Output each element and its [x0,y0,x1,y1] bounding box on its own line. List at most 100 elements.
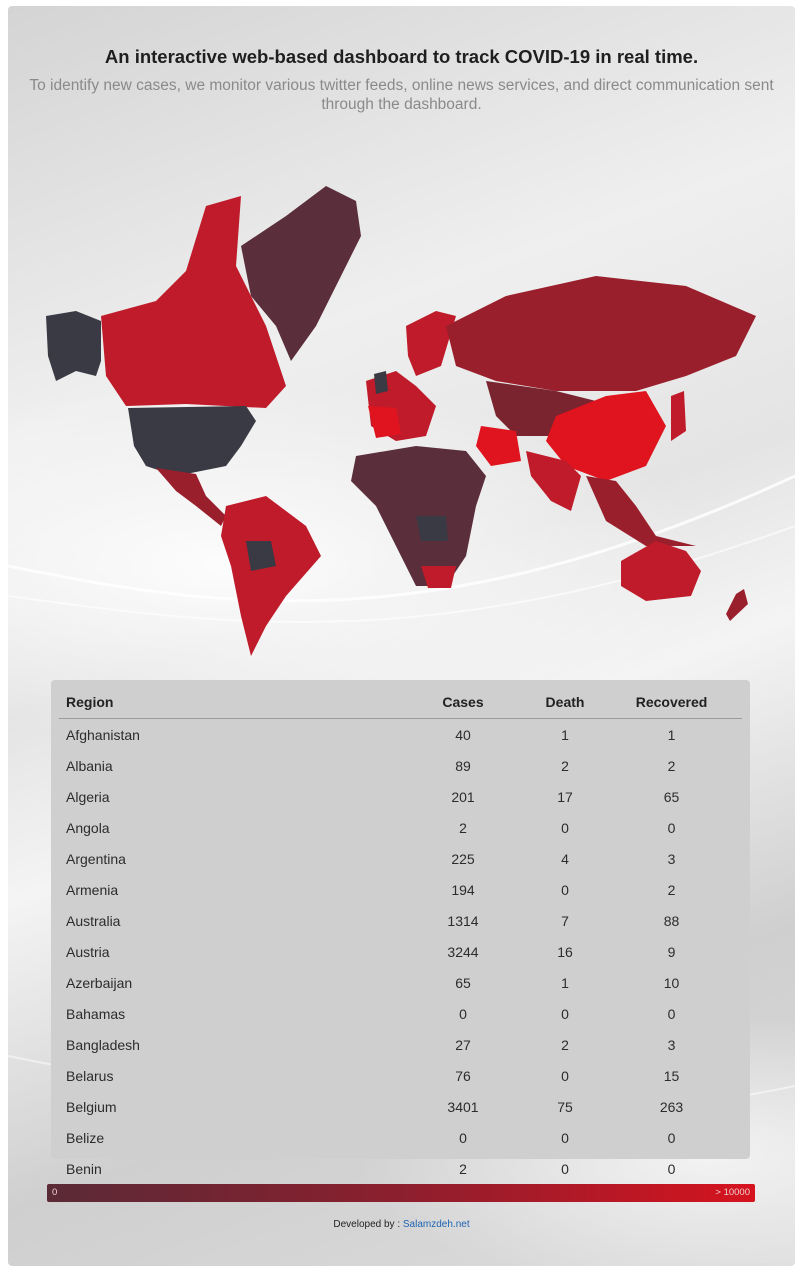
developer-credit: Developed by : Salamzdeh.net [8,1219,795,1230]
developer-link[interactable]: Salamzdeh.net [402,1219,470,1230]
header-region: Region [59,686,397,719]
table-header-row: Region Cases Death Recovered [59,686,742,719]
table-row: Australia 1314 7 88 [59,905,742,936]
map-region-mexico[interactable] [156,468,226,526]
page-subtitle: To identify new cases, we monitor variou… [29,77,774,113]
cell-recovered: 2 [667,881,676,898]
cell-cases: 27 [455,1036,471,1053]
color-scale-legend: 0 > 10000 [47,1184,755,1202]
legend-min-label: 0 [52,1187,58,1198]
map-region-india[interactable] [526,451,581,511]
cell-death: 7 [561,912,569,929]
cell-region: Benin [66,1160,102,1177]
cell-death: 1 [561,726,569,743]
cell-region: Algeria [66,788,110,805]
cell-recovered: 3 [667,1036,676,1053]
table-row: Albania 89 2 2 [59,750,742,781]
cell-region: Bangladesh [66,1036,140,1053]
cell-cases: 3244 [447,943,479,960]
cell-cases: 40 [455,726,471,743]
cell-cases: 201 [451,788,475,805]
cell-death: 16 [557,943,573,960]
table-row: Argentina 225 4 3 [59,843,742,874]
world-map [46,186,756,656]
cell-death: 0 [561,881,569,898]
table-row: Algeria 201 17 65 [59,781,742,812]
cell-cases: 76 [455,1067,471,1084]
cell-cases: 0 [459,1005,467,1022]
map-region-china[interactable] [546,391,666,481]
cell-death: 0 [561,1067,569,1084]
map-region-south-africa[interactable] [421,566,456,588]
cell-region: Afghanistan [66,726,140,743]
cell-region: Austria [66,943,110,960]
cell-cases: 0 [459,1129,467,1146]
map-region-africa-north[interactable] [351,446,486,511]
table-row: Belarus 76 0 15 [59,1060,742,1091]
cell-region: Bahamas [66,1005,126,1022]
cell-region: Argentina [66,850,126,867]
map-region-france-spain[interactable] [368,406,401,438]
cell-recovered: 0 [667,1005,676,1022]
credit-prefix: Developed by : [333,1219,403,1230]
map-region-australia[interactable] [621,541,701,601]
table-row: Austria 3244 16 9 [59,936,742,967]
map-region-russia[interactable] [446,276,756,391]
cell-death: 0 [561,819,569,836]
cell-death: 75 [557,1098,573,1115]
map-region-se-asia[interactable] [586,476,696,546]
cell-recovered: 0 [667,819,676,836]
map-region-iran[interactable] [476,426,521,466]
map-region-greenland[interactable] [241,186,361,361]
cell-recovered: 3 [667,850,676,867]
table-row: Benin 2 0 0 [59,1153,742,1184]
table-row: Bahamas 0 0 0 [59,998,742,1029]
cell-region: Angola [66,819,110,836]
cell-cases: 65 [455,974,471,991]
cases-table: Region Cases Death Recovered Afghanistan… [59,686,742,1184]
map-region-usa[interactable] [128,406,256,476]
cases-table-panel: Region Cases Death Recovered Afghanistan… [51,680,750,1177]
cell-death: 4 [561,850,569,867]
cell-recovered: 88 [663,912,680,929]
cell-region: Armenia [66,881,119,898]
cell-death: 2 [561,1036,569,1053]
table-row: Belgium 3401 75 263 [59,1091,742,1122]
cell-region: Australia [66,912,121,929]
header-cases: Cases [397,686,529,719]
cell-region: Belgium [66,1098,117,1115]
cell-recovered: 10 [663,974,680,991]
table-row: Belize 0 0 0 [59,1122,742,1153]
map-region-japan[interactable] [671,391,686,441]
cell-region: Belarus [66,1067,114,1084]
map-region-scandinavia[interactable] [406,311,456,376]
map-region-congo[interactable] [416,516,448,541]
cell-death: 0 [561,1160,569,1177]
cell-recovered: 9 [667,943,676,960]
page-title: An interactive web-based dashboard to tr… [104,46,699,67]
legend-max-label: > 10000 [715,1187,750,1198]
cell-cases: 3401 [447,1098,479,1115]
cell-cases: 2 [459,1160,467,1177]
cell-death: 0 [561,1005,569,1022]
map-region-bolivia[interactable] [246,541,276,571]
map-region-uk[interactable] [374,371,388,394]
cell-cases: 225 [451,850,475,867]
cell-death: 17 [557,788,573,805]
map-region-canada[interactable] [101,196,286,408]
cell-cases: 194 [451,881,475,898]
header-recovered: Recovered [601,686,742,719]
cell-recovered: 2 [667,757,676,774]
cell-death: 2 [561,757,569,774]
cell-region: Belize [66,1129,105,1146]
cell-death: 0 [561,1129,569,1146]
map-region-alaska[interactable] [46,311,101,381]
cell-cases: 89 [455,757,471,774]
map-region-south-america[interactable] [221,496,321,656]
cell-recovered: 0 [667,1129,676,1146]
table-row: Azerbaijan 65 1 10 [59,967,742,998]
map-region-new-zealand[interactable] [726,589,748,621]
cell-recovered: 263 [659,1098,684,1115]
cell-death: 1 [561,974,569,991]
header-death: Death [529,686,601,719]
